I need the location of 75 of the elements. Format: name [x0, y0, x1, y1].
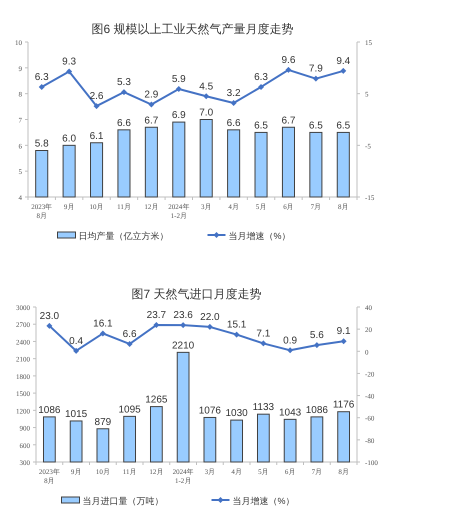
data-label: 2.9	[144, 90, 159, 101]
data-label: 1095	[118, 404, 142, 416]
data-label: 6.5	[254, 120, 268, 132]
data-label: 6.5	[308, 120, 324, 132]
data-label: 6.5	[336, 120, 351, 132]
data-label: 5.3	[117, 77, 132, 88]
data-label: 1133	[252, 402, 275, 414]
data-label: 1086	[38, 404, 61, 416]
data-label: 6.7	[144, 115, 159, 126]
data-label: 22.0	[200, 312, 220, 323]
data-label: 0.9	[283, 335, 298, 346]
point	[100, 330, 106, 336]
data-label: 6.0	[62, 133, 77, 144]
data-label: 1076	[198, 405, 222, 416]
point	[234, 332, 240, 338]
point	[66, 68, 72, 74]
data-label: 7.1	[256, 328, 271, 340]
legend-label: 当月进口量（万吨）	[82, 496, 164, 506]
data-label: 6.3	[254, 72, 268, 83]
data-label: 9.6	[282, 54, 296, 66]
data-label: 6.7	[282, 115, 296, 126]
data-label: 23.0	[40, 310, 60, 322]
chart-title: 图7 天然气进口月度走势	[131, 287, 262, 301]
data-label: 6.9	[172, 110, 186, 122]
data-label: 6.6	[117, 118, 132, 129]
data-label: 1176	[332, 400, 355, 411]
data-label: 15.1	[226, 320, 247, 331]
point	[340, 68, 346, 74]
data-label: 9.3	[62, 56, 77, 68]
data-label: 23.6	[173, 310, 194, 322]
point	[46, 322, 52, 329]
data-label: 5.8	[34, 138, 50, 150]
point	[230, 100, 237, 106]
point	[258, 84, 264, 90]
data-label: 16.1	[93, 318, 114, 330]
data-label: 4.5	[199, 81, 214, 92]
data-label: 6.6	[122, 328, 138, 340]
point	[203, 93, 210, 100]
point	[285, 66, 292, 73]
data-label: 1015	[65, 408, 88, 420]
legend-label: 当月增速（%）	[232, 496, 295, 506]
chart-title: 图6 规模以上工业天然气产量月度走势	[91, 22, 294, 36]
point	[73, 348, 80, 354]
point	[312, 76, 319, 82]
point	[176, 86, 182, 92]
point	[126, 340, 133, 347]
data-label: 6.3	[34, 72, 50, 83]
legend-label: 当月增速（%）	[228, 231, 291, 241]
point	[38, 84, 45, 90]
data-label: 9.1	[336, 326, 352, 338]
point	[94, 103, 100, 110]
data-label: 5.9	[172, 74, 186, 86]
point	[340, 338, 347, 344]
legend-label: 日均产量（亿立方米）	[78, 231, 168, 241]
data-label: 879	[94, 416, 112, 428]
data-label: 1043	[279, 407, 302, 418]
point	[314, 342, 320, 348]
data-label: 6.6	[226, 118, 242, 129]
point	[148, 102, 154, 108]
data-label: 3.2	[226, 88, 242, 99]
point	[287, 347, 294, 354]
point	[260, 340, 266, 346]
data-label: 23.7	[146, 310, 167, 322]
data-label: 9.4	[336, 56, 351, 67]
data-label: 1030	[226, 408, 248, 420]
data-label: 6.1	[90, 130, 104, 142]
data-label: 2210	[172, 340, 195, 352]
data-label: 7.0	[199, 108, 214, 118]
data-label: 1265	[145, 394, 168, 406]
data-label: 5.6	[310, 330, 324, 342]
point	[120, 89, 127, 96]
data-label: 0.4	[69, 336, 84, 347]
data-label: 7.9	[308, 64, 324, 75]
data-label: 2.6	[90, 91, 104, 102]
data-label: 1086	[306, 404, 328, 416]
